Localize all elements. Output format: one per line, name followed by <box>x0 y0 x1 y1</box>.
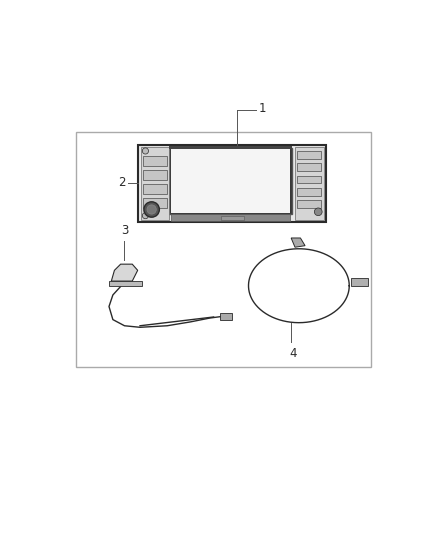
Text: 4: 4 <box>289 348 297 360</box>
Bar <box>138 145 326 222</box>
Bar <box>297 200 321 208</box>
Bar <box>143 198 167 208</box>
Circle shape <box>147 205 156 214</box>
Bar <box>297 188 321 196</box>
Bar <box>295 147 324 220</box>
Bar <box>109 281 141 287</box>
Circle shape <box>314 208 322 216</box>
Polygon shape <box>291 238 305 247</box>
Bar <box>171 149 290 213</box>
Bar <box>141 147 170 220</box>
Bar <box>77 132 371 367</box>
Bar <box>171 214 290 221</box>
Bar <box>143 156 167 166</box>
Circle shape <box>144 202 159 217</box>
Circle shape <box>142 148 148 154</box>
Bar <box>297 175 321 183</box>
Text: 1: 1 <box>258 102 266 115</box>
Bar <box>351 278 368 287</box>
Bar <box>221 216 244 220</box>
Bar <box>297 163 321 171</box>
Text: 3: 3 <box>122 224 129 237</box>
Bar <box>297 151 321 159</box>
Bar <box>143 184 167 194</box>
Text: 2: 2 <box>119 176 126 189</box>
Bar <box>170 146 292 149</box>
Circle shape <box>142 213 148 219</box>
Bar <box>143 170 167 180</box>
Bar <box>220 313 232 320</box>
Polygon shape <box>111 264 138 281</box>
Bar <box>170 148 292 214</box>
